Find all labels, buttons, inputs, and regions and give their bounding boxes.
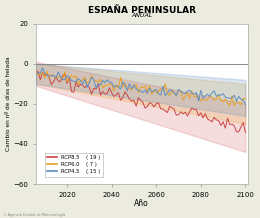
X-axis label: Año: Año [134,199,149,208]
Title: ESPAÑA PENINSULAR: ESPAÑA PENINSULAR [88,5,196,15]
Text: © Agencia Estatal de Meteorología: © Agencia Estatal de Meteorología [3,213,65,217]
Text: ANUAL: ANUAL [131,13,152,18]
Y-axis label: Cambio en nº de días de helada: Cambio en nº de días de helada [5,56,11,151]
Legend: RCP8.5    ( 19 ), RCP6.0    ( 7 ), RCP4.5    ( 15 ): RCP8.5 ( 19 ), RCP6.0 ( 7 ), RCP4.5 ( 15… [45,153,103,177]
